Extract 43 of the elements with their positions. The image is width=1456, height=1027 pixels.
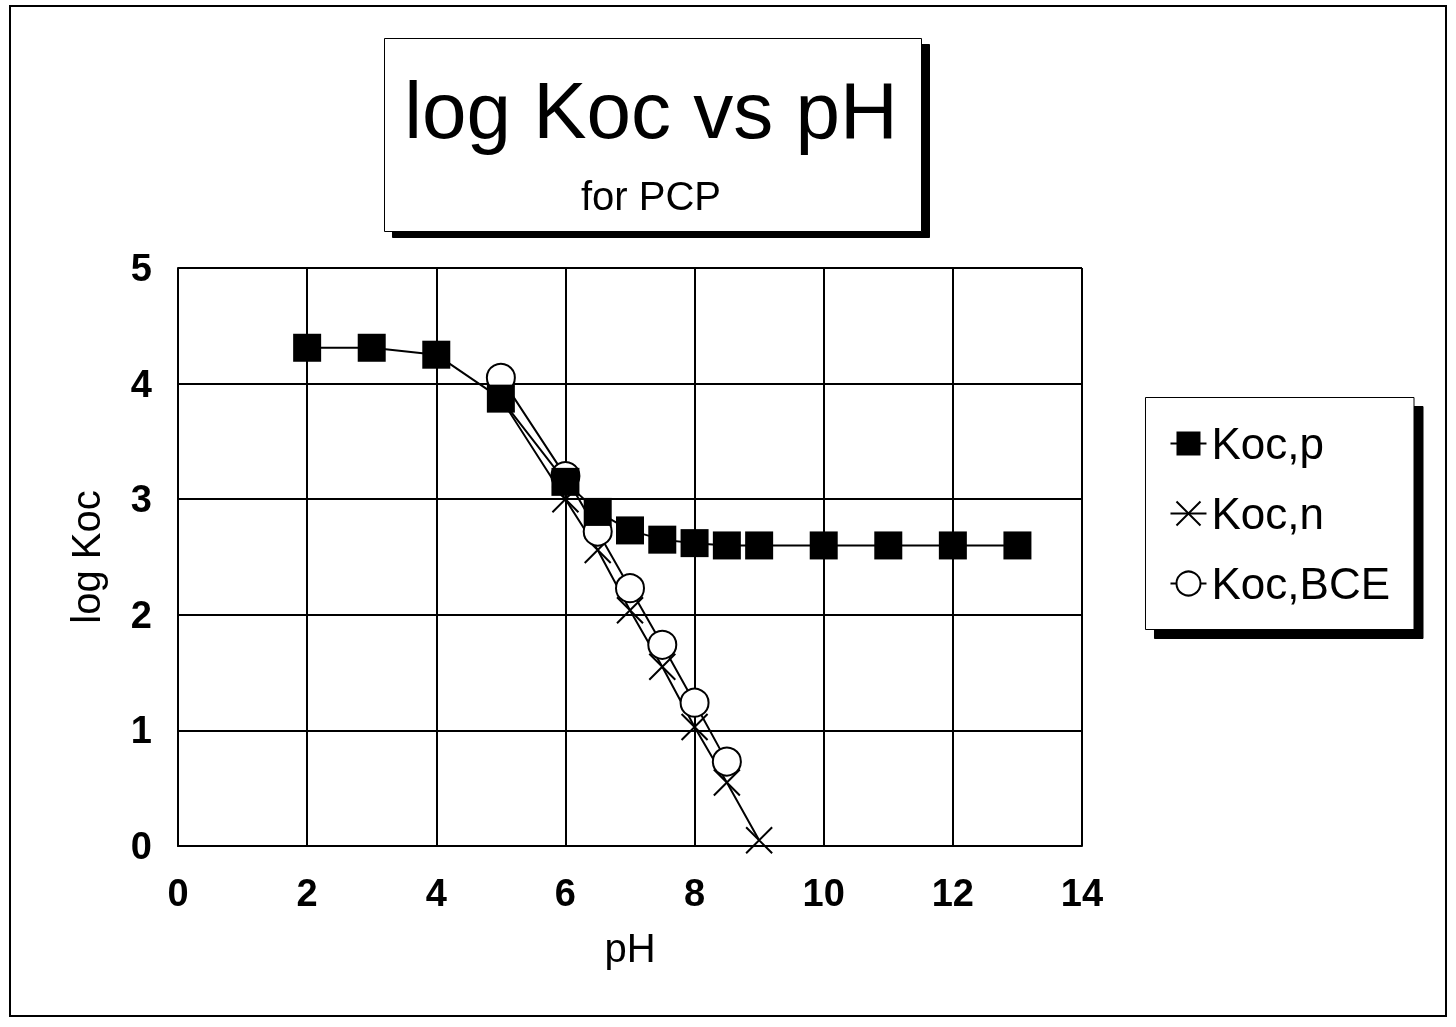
point	[583, 497, 612, 526]
y-tick-label: 2	[130, 593, 152, 636]
legend-label: Koc,n	[1211, 489, 1324, 538]
x-tick-label: 2	[296, 872, 318, 914]
legend-label: Koc,p	[1211, 419, 1324, 468]
point	[616, 596, 644, 625]
legend-label: Koc,BCE	[1211, 559, 1390, 608]
point	[874, 531, 903, 560]
point	[679, 687, 710, 718]
y-tick-label: 3	[130, 478, 152, 521]
point	[1003, 531, 1032, 560]
y-tick-label: 4	[130, 362, 152, 405]
y-tick-label: 5	[130, 247, 152, 289]
x-tick-label: 0	[167, 872, 189, 914]
point	[745, 826, 774, 855]
y-tick-label: 1	[130, 709, 152, 752]
x-tick-label: 6	[554, 872, 576, 914]
x-tick-label: 12	[931, 872, 974, 914]
point	[647, 629, 678, 660]
x-tick-label: 14	[1060, 872, 1104, 914]
x-axis-title: pH	[604, 926, 656, 970]
point	[712, 531, 741, 560]
point	[648, 652, 677, 681]
chart-subtitle: for PCP	[580, 174, 722, 218]
chart-title: log Koc vs pH	[404, 65, 898, 155]
point	[616, 516, 644, 545]
point	[293, 333, 322, 362]
point	[711, 746, 742, 777]
y-tick-label: 0	[130, 825, 152, 867]
x-tick-label: 10	[802, 872, 845, 914]
point	[648, 525, 677, 554]
point	[551, 467, 580, 496]
point	[745, 531, 774, 560]
x-tick-label: 4	[425, 872, 447, 914]
point	[680, 712, 709, 741]
point	[357, 333, 386, 362]
x-tick-label: 8	[684, 872, 706, 914]
point	[938, 531, 967, 560]
point	[809, 531, 838, 560]
point	[680, 529, 709, 558]
y-axis-title: log Koc	[64, 490, 108, 624]
point	[422, 340, 451, 369]
point	[615, 573, 645, 604]
